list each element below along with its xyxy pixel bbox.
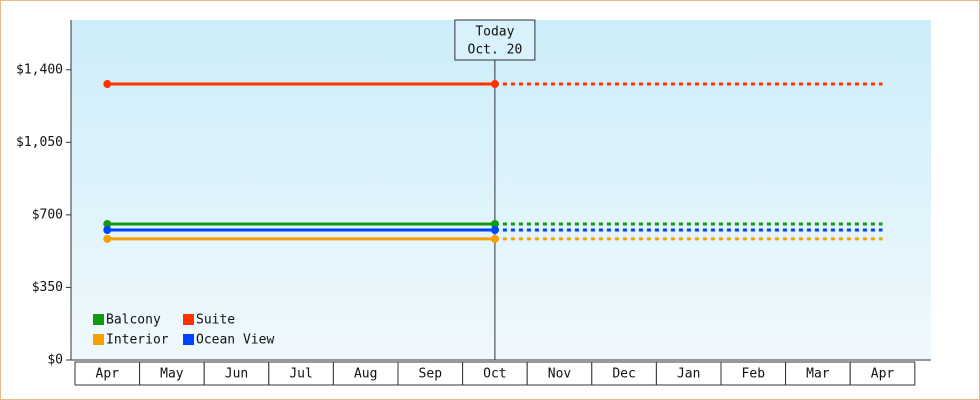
point <box>490 226 499 235</box>
x-tick-label: Apr <box>871 367 895 382</box>
point <box>490 234 499 243</box>
x-tick-label: Jul <box>289 367 312 382</box>
x-tick-label: Nov <box>548 367 572 382</box>
plot-area <box>71 20 931 360</box>
x-tick-label: Jan <box>677 367 700 382</box>
y-tick-label: $0 <box>47 353 63 368</box>
x-tick-label: Oct <box>483 367 506 382</box>
legend-label: Interior <box>106 333 169 348</box>
point <box>103 226 112 235</box>
x-tick-label: Dec <box>612 367 635 382</box>
x-tick-label: Feb <box>742 367 766 382</box>
y-tick-label: $1,050 <box>16 135 63 150</box>
legend-label: Balcony <box>106 313 161 328</box>
y-tick-label: $1,400 <box>16 62 63 77</box>
x-tick-label: Sep <box>419 367 443 382</box>
x-cell <box>849 361 916 386</box>
x-tick-label: Aug <box>354 367 377 382</box>
legend-swatch <box>93 314 104 325</box>
x-tick-label: May <box>160 367 184 382</box>
x-tick-label: Apr <box>96 367 120 382</box>
point <box>103 234 112 243</box>
point <box>103 80 112 89</box>
legend-label: Ocean View <box>196 333 274 348</box>
legend-swatch <box>183 334 194 345</box>
today-label: Today <box>475 25 514 40</box>
legend-swatch <box>183 314 194 325</box>
x-tick-label: Jun <box>225 367 248 382</box>
legend-swatch <box>93 334 104 345</box>
legend-label: Suite <box>196 313 235 328</box>
today-box <box>454 19 536 61</box>
y-tick-label: $350 <box>32 280 63 295</box>
x-tick-label: Mar <box>806 367 830 382</box>
today-label: Oct. 20 <box>468 43 523 58</box>
point <box>490 220 499 228</box>
point <box>490 80 499 89</box>
y-tick-label: $700 <box>32 207 63 222</box>
point <box>103 220 112 228</box>
